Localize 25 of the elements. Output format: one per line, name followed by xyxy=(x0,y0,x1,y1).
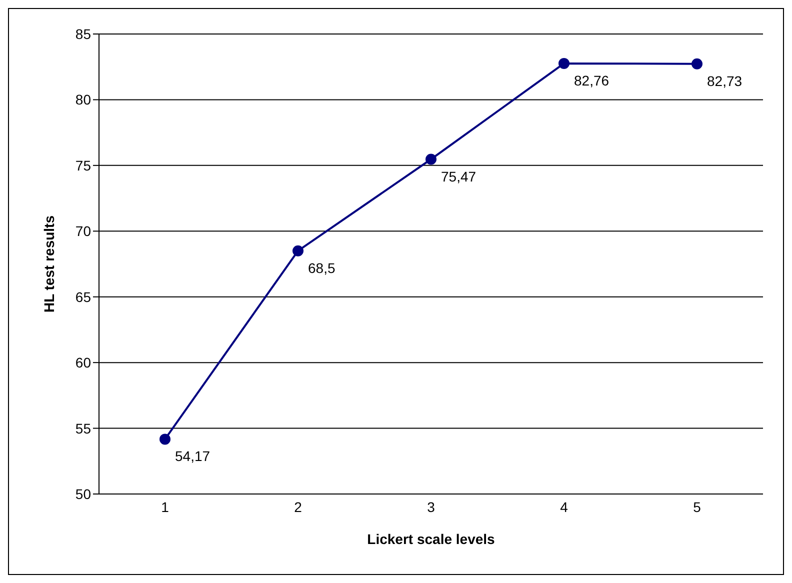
x-tick-label: 5 xyxy=(693,498,702,515)
y-tick-label: 75 xyxy=(75,157,92,174)
y-tick-label: 80 xyxy=(75,92,92,108)
y-tick-label: 65 xyxy=(75,288,92,305)
data-label: 54,17 xyxy=(175,448,210,464)
x-tick-label: 1 xyxy=(161,498,170,515)
data-label: 68,5 xyxy=(308,260,336,276)
x-tick-label: 3 xyxy=(427,498,436,515)
x-tick-label: 4 xyxy=(560,498,568,515)
point xyxy=(558,58,570,69)
data-label: 82,73 xyxy=(707,72,742,89)
point xyxy=(692,58,702,70)
data-label: 75,47 xyxy=(441,168,476,184)
x-axis-title: Lickert scale levels xyxy=(367,531,496,547)
x-tick-label: 2 xyxy=(294,498,302,515)
y-tick-label: 85 xyxy=(75,26,92,42)
y-tick-label: 70 xyxy=(75,223,92,240)
point xyxy=(292,245,304,256)
point xyxy=(160,434,170,445)
y-tick-label: 50 xyxy=(75,486,92,502)
y-tick-label: 55 xyxy=(75,420,92,436)
y-tick-label: 60 xyxy=(75,354,92,371)
data-label: 82,76 xyxy=(574,72,610,88)
point xyxy=(426,154,436,165)
y-axis-title: HL test results xyxy=(40,215,57,312)
